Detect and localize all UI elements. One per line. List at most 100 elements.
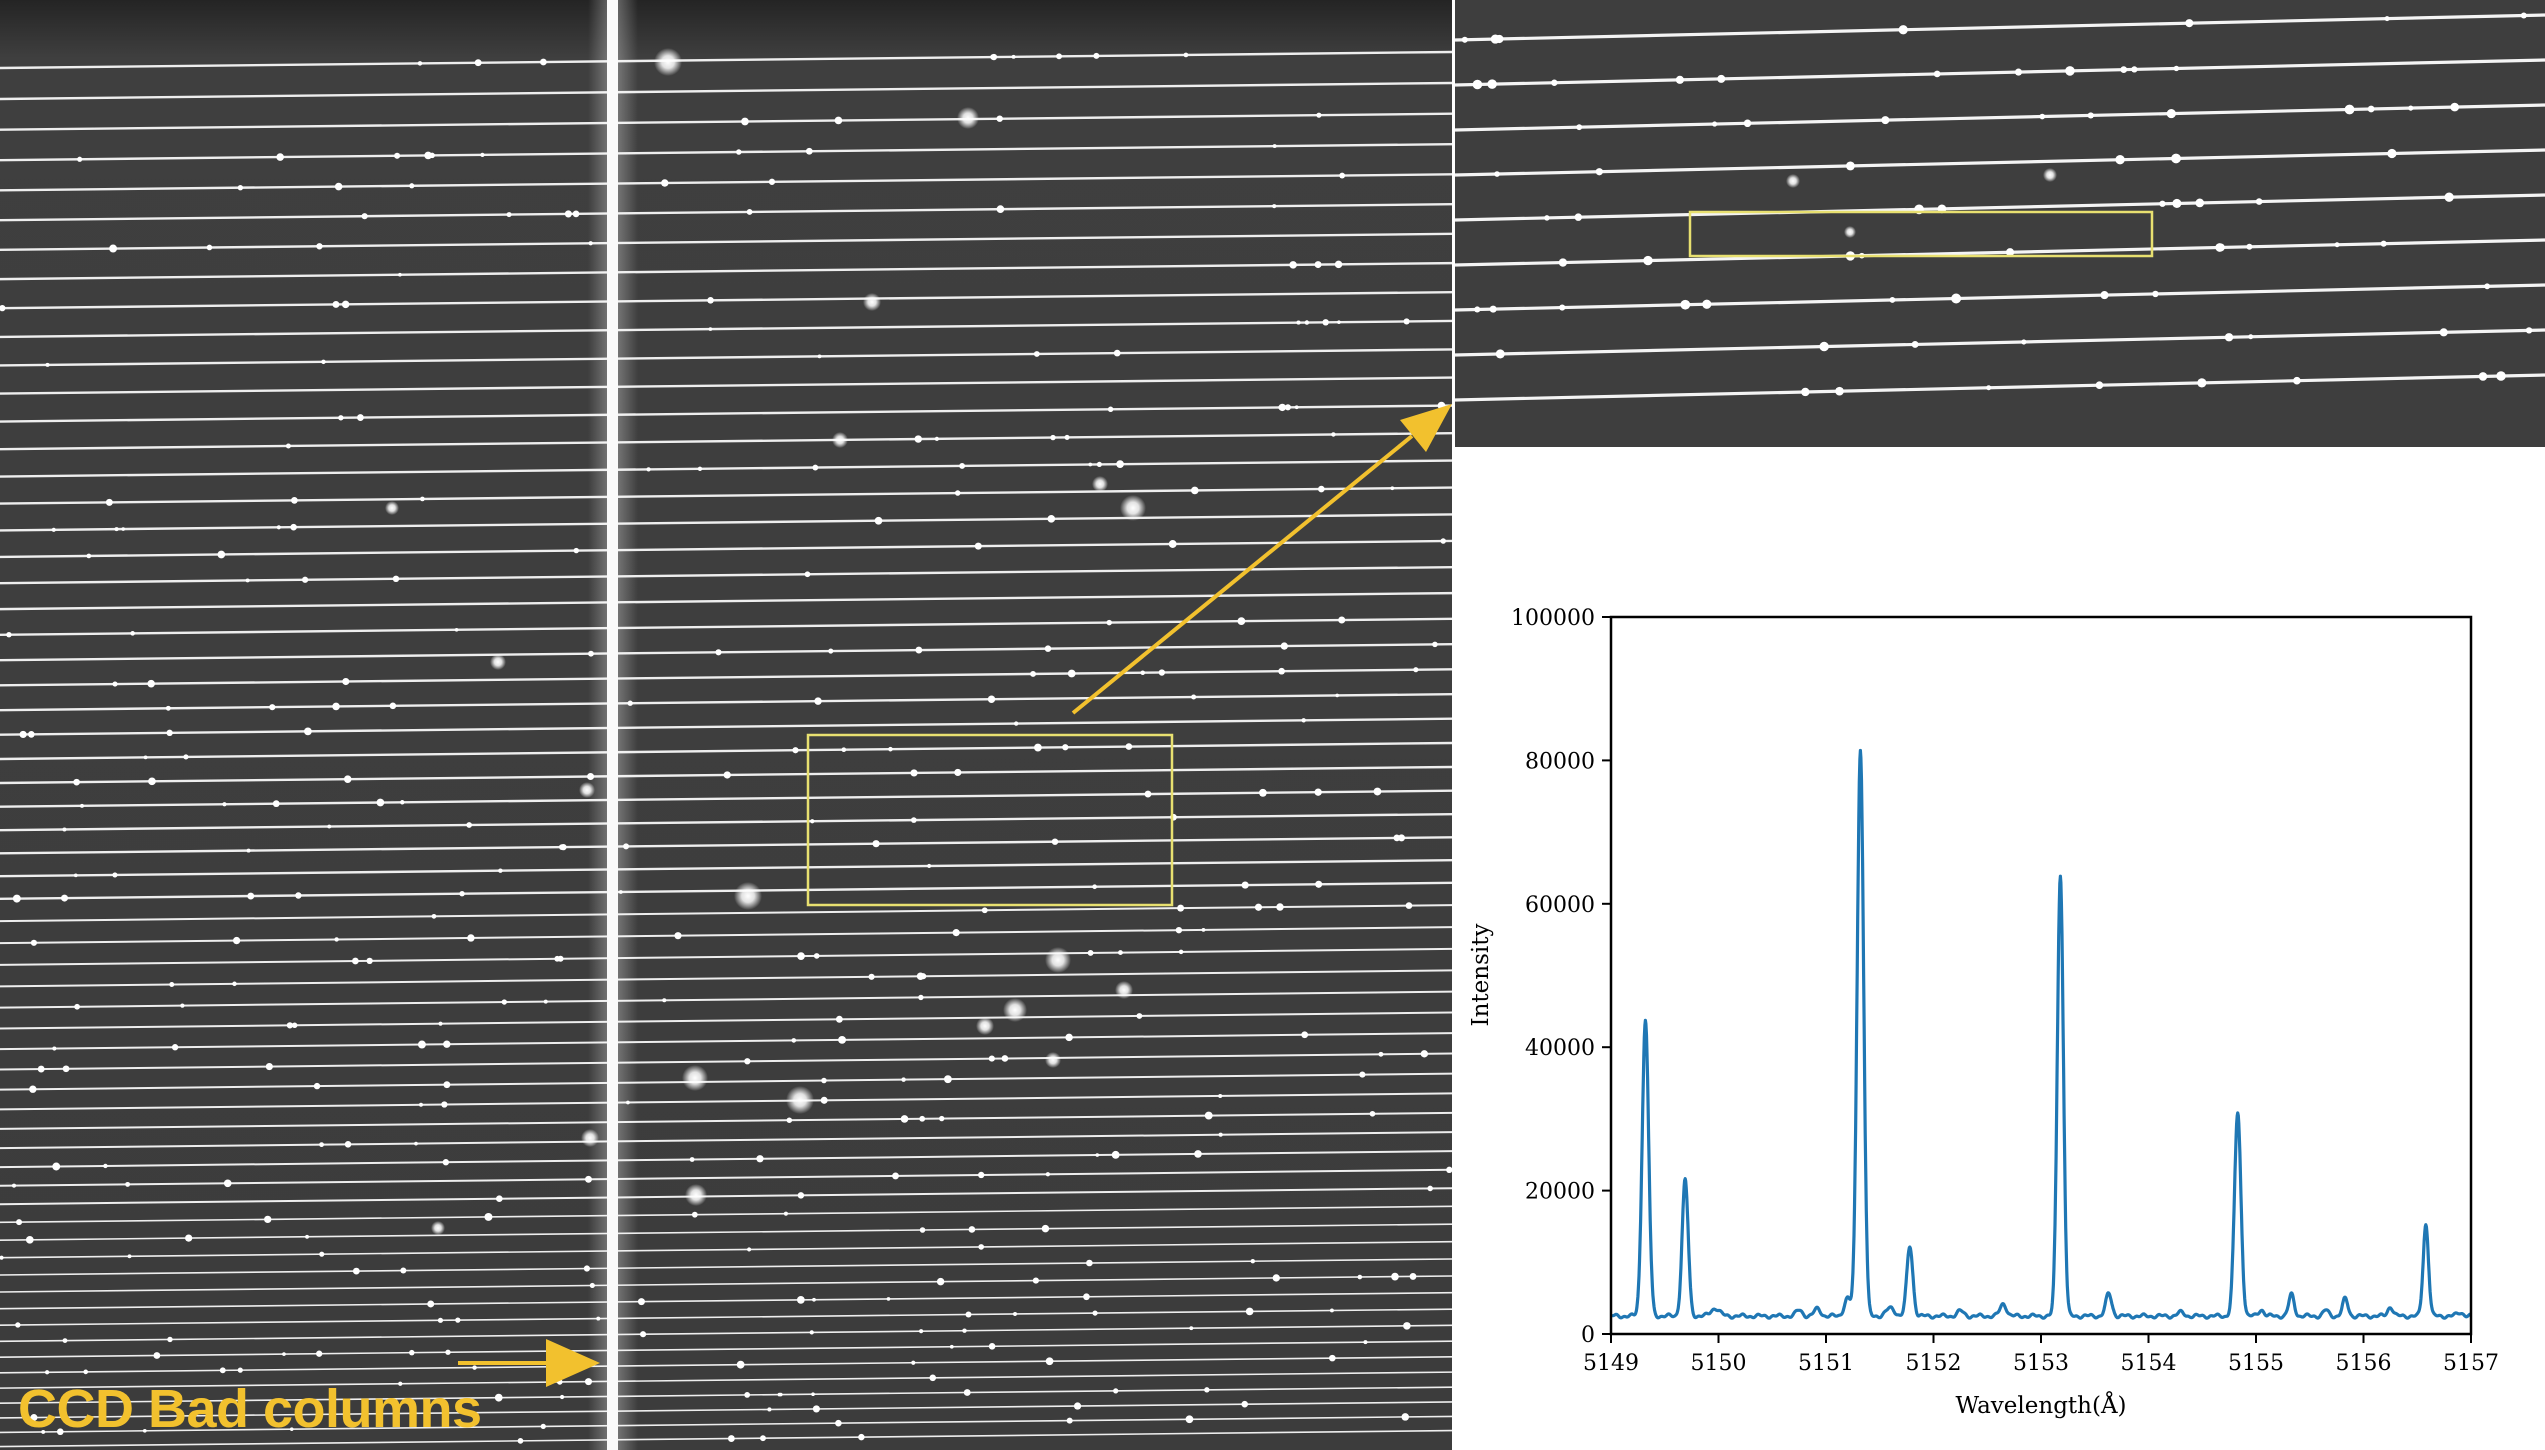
y-tick-label: 80000 [1525, 749, 1595, 774]
x-tick-label: 5156 [2336, 1351, 2392, 1376]
emission-dot [1204, 1387, 1210, 1393]
emission-dot [744, 1058, 751, 1065]
emission-dot [103, 1163, 108, 1169]
emission-dot [1117, 950, 1123, 956]
zoom-dot [1711, 121, 1718, 127]
bright-spot [385, 501, 399, 515]
emission-dot [517, 1438, 524, 1444]
y-axis-ticks: 0 20000 40000 60000 80000 100000 [1511, 606, 1611, 1348]
emission-dot [916, 972, 925, 980]
emission-dot [74, 1003, 80, 1010]
emission-dot [419, 1102, 423, 1107]
zoom-dot [1495, 349, 1505, 359]
emission-dot [414, 1141, 418, 1146]
emission-dot [834, 116, 843, 125]
emission-dot [874, 516, 883, 525]
fiber-trace [0, 348, 1452, 367]
fiber-trace [0, 1011, 1452, 1030]
zoom-dot [2334, 242, 2340, 248]
emission-dot [809, 1330, 814, 1335]
emission-dot [169, 981, 175, 988]
zoom-dot [1490, 34, 1500, 44]
emission-dot [747, 1247, 752, 1252]
emission-dot [1030, 670, 1037, 677]
zoom-dot [2384, 16, 2390, 22]
zoom-dot [2520, 12, 2527, 19]
emission-dot [1276, 903, 1284, 911]
emission-dot [286, 1022, 294, 1029]
emission-dot [316, 1350, 323, 1357]
emission-dot [911, 1360, 916, 1365]
emission-dot [1191, 694, 1197, 700]
emission-dot [112, 681, 118, 687]
emission-dot [232, 936, 241, 945]
emission-dot [1106, 619, 1112, 626]
zoom-dot [2173, 65, 2180, 72]
fiber-trace [0, 232, 1452, 251]
emission-dot [466, 822, 473, 828]
emission-dot [797, 1192, 805, 1199]
emission-dot [872, 840, 880, 848]
emission-dot [1047, 515, 1056, 523]
emission-dot [276, 153, 284, 161]
emission-dot [1304, 320, 1310, 325]
emission-dot [1316, 112, 1322, 118]
emission-dot [1373, 787, 1382, 796]
zoom-dot [2100, 291, 2109, 300]
zoom-dot [2484, 283, 2491, 290]
emission-dot [820, 1096, 828, 1104]
emission-dot [996, 205, 1005, 214]
emission-dot [1175, 926, 1183, 934]
emission-dot [1393, 834, 1401, 842]
emission-dot [61, 894, 69, 902]
zoom-dot [1544, 215, 1550, 221]
zoom-dot [1461, 36, 1468, 43]
emission-dot [1318, 485, 1325, 493]
emission-dot [246, 848, 251, 853]
y-tick-label: 40000 [1525, 1036, 1595, 1061]
emission-dot [901, 1077, 906, 1082]
emission-dot [498, 868, 503, 873]
emission-dot [968, 1226, 976, 1233]
emission-dot [1250, 1258, 1255, 1264]
zoom-dot [2159, 200, 2166, 207]
zoom-dot [2408, 105, 2414, 111]
emission-dot [73, 778, 80, 786]
emission-dot [1113, 1388, 1119, 1394]
emission-dot [965, 1311, 972, 1318]
emission-dot [1337, 320, 1341, 325]
fiber-trace [0, 1223, 1452, 1241]
zoom-trace [1455, 103, 2545, 132]
fiber-trace [0, 969, 1452, 988]
emission-dot [247, 892, 255, 900]
zoom-dot [1576, 124, 1583, 131]
zoom-dot [2380, 240, 2387, 247]
emission-dot [637, 1298, 645, 1306]
emission-dot [1294, 405, 1299, 410]
fiber-trace [0, 947, 1452, 966]
zoom-dot [2255, 198, 2263, 205]
emission-dot [810, 819, 815, 824]
emission-dot [1011, 54, 1016, 59]
plot-frame [1609, 615, 2473, 1336]
emission-dot [361, 213, 368, 220]
emission-dot [127, 1254, 132, 1259]
x-tick-label: 5157 [2443, 1351, 2499, 1376]
emission-dot [1357, 1274, 1363, 1280]
emission-dot [1245, 1307, 1254, 1316]
zoom-dot [1474, 306, 1481, 313]
zoom-highlight-box [1688, 210, 2154, 258]
emission-dot [494, 1393, 503, 1402]
emission-dot [389, 702, 397, 710]
emission-dot [454, 627, 459, 632]
fiber-trace [0, 290, 1452, 310]
emission-dot [708, 327, 713, 331]
zoom-dot [2185, 19, 2194, 28]
emission-dot [1144, 790, 1152, 798]
fiber-trace [0, 319, 1452, 339]
emission-dot [744, 1392, 751, 1398]
emission-dot [988, 1342, 996, 1350]
bright-spot [957, 107, 979, 129]
fiber-trace [0, 1072, 1452, 1091]
emission-dot [564, 210, 572, 218]
